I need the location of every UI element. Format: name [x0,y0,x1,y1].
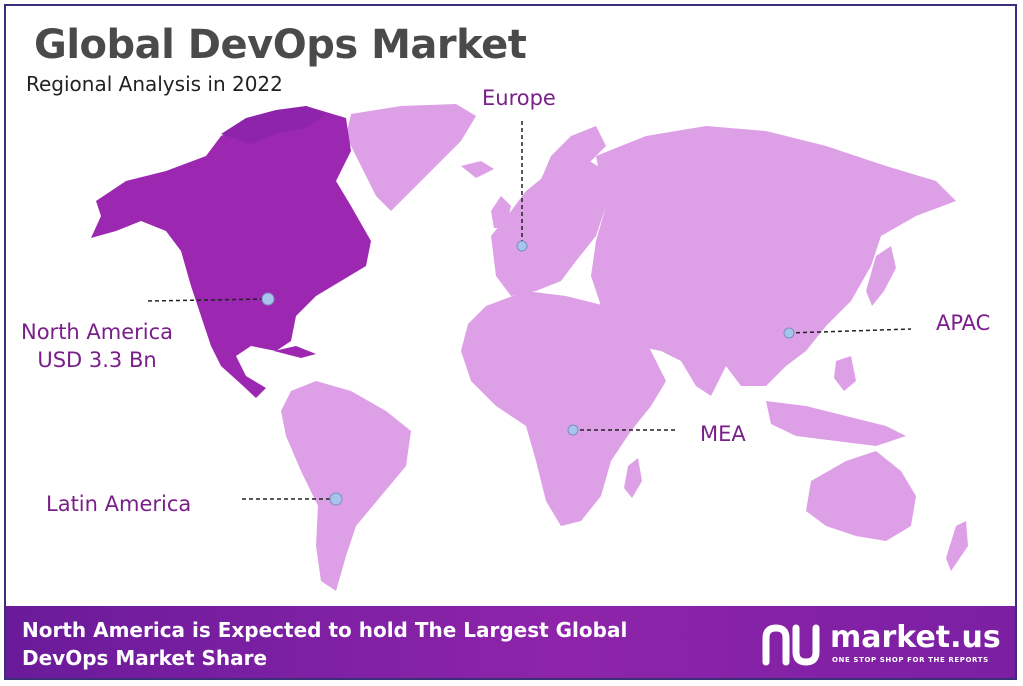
page-title: Global DevOps Market [34,22,527,68]
logo-name: market.us [830,620,1001,655]
europe-marker [516,240,528,252]
australia-shape [806,451,916,541]
new-zealand-shape [946,521,968,571]
madagascar-shape [624,458,642,498]
africa-shape [461,291,666,526]
infographic-frame: Global DevOps Market Regional Analysis i… [4,4,1017,680]
north-america-marker [261,292,275,306]
north-america-name: North America [21,320,174,344]
arctic-islands-shape [221,106,326,144]
north-america-shape [91,106,371,398]
uk-shape [491,196,511,228]
apac-marker [783,327,795,339]
europe-shape [491,156,606,296]
footer-statement: North America is Expected to hold The La… [22,618,628,670]
apac-leader [788,328,912,334]
southeast-asia-shape [766,401,906,446]
greenland-shape [346,104,476,211]
mea-label: MEA [700,422,746,446]
apac-label: APAC [936,311,991,335]
philippines-shape [834,356,856,391]
latin-america-marker [329,492,343,506]
logo-mark-icon [762,624,820,666]
asia-shape [591,126,956,396]
north-america-value: USD 3.3 Bn [37,348,157,372]
market-us-logo: market.us ONE STOP SHOP FOR THE REPORTS [760,620,1010,670]
north-america-leader [147,298,269,302]
page-subtitle: Regional Analysis in 2022 [26,72,283,96]
iceland-shape [461,161,494,178]
logo-tagline: ONE STOP SHOP FOR THE REPORTS [832,656,989,664]
japan-shape [866,246,896,306]
south-america-shape [281,381,411,591]
europe-label: Europe [482,86,556,110]
north-america-label: North America USD 3.3 Bn [21,318,173,374]
footer-banner: North America is Expected to hold The La… [6,606,1015,678]
mea-marker [567,424,579,436]
latin-america-label: Latin America [46,492,192,516]
scandinavia-shape [536,126,606,206]
world-map [91,104,968,591]
caribbean-shape [274,346,316,358]
